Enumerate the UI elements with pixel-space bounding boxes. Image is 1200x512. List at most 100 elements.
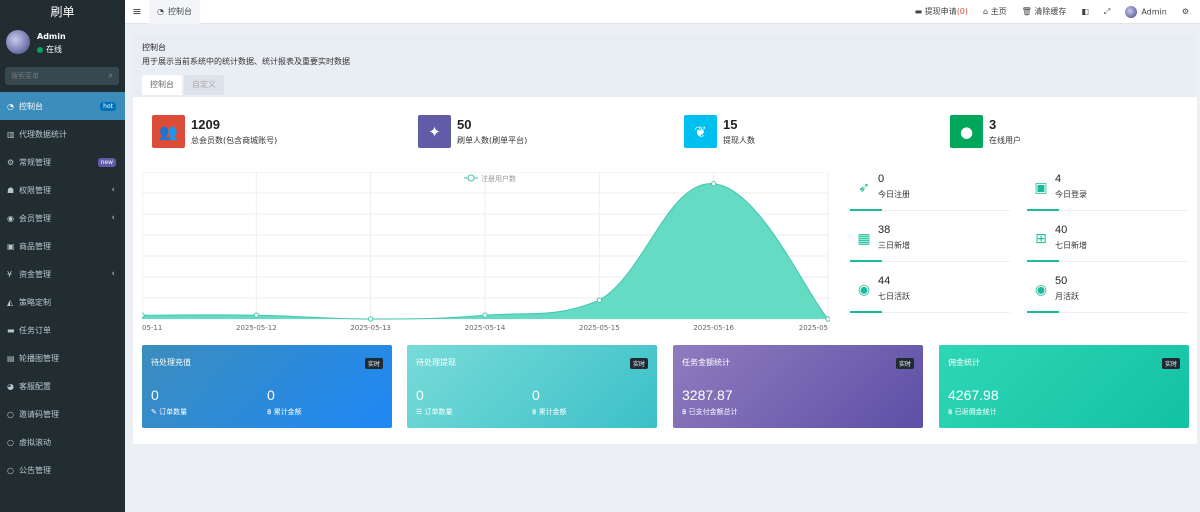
avatar [6,30,30,54]
mini-stat-seven-day: ⊞ 40 七日新增 [1027,224,1187,262]
divider [1027,210,1187,211]
chevron-left-icon: ‹ [111,213,115,223]
withdraw-label: 提现申请 [924,7,957,16]
sidebar-item-tasks[interactable]: ▬ 任务订单 [0,316,125,344]
sidebar: 刷单 Admin 在线 ⌕ ◔ 控制台 hot ▥ 代理数据统计 ⚙ 常规管理 … [0,0,125,512]
data-point [596,297,603,303]
area-chart-icon: ◭ [7,297,14,307]
magic-icon: ✎ [151,408,160,416]
sidebar-item-carousel[interactable]: ▤ 轮播图管理 [0,344,125,372]
mini-stat-today-login: ▣ 4 今日登录 [1027,173,1187,211]
card-sub-label: 累计金额 [273,408,302,416]
tab-custom[interactable]: 自定义 [184,75,224,95]
divider [850,312,1010,313]
sidebar-item-label: 任务订单 [19,325,51,335]
hot-badge: hot [100,101,116,111]
x-tick-label: 2025-05-13 [350,324,391,332]
card-pending-recharge[interactable]: 待处理充值 实时 0 ✎ 订单数量 0 ฿ 累计金额 [142,345,392,428]
avatar [1125,5,1138,18]
legend-marker [467,174,475,182]
tab-dashboard[interactable]: ◔ 控制台 [149,0,200,24]
sidebar-item-label: 权限管理 [19,185,51,195]
divider [850,210,1010,211]
accent-underline [1027,209,1059,211]
admin-name: Admin [1141,7,1167,16]
top-right-menu: ▬ 提现申请(0) ⌂ 主页 🗑 清除缓存 ◧ ⤢ Admin ⚙ [915,5,1200,18]
stat-card-online-users: ● 3 在线用户 [950,115,1021,148]
tab-console[interactable]: 控制台 [142,75,182,95]
user-status-label: 在线 [46,45,62,54]
sidebar-item-label: 邀请码管理 [19,409,59,419]
sidebar-item-products[interactable]: ▣ 商品管理 [0,232,125,260]
chart-svg: 05-11 2025-05-12 2025-05-13 2025-05-14 2025-… [139,171,831,332]
tab-label: 控制台 [167,7,192,16]
list-icon: ☰ [416,408,425,416]
chevron-left-icon: ‹ [111,269,115,279]
home-label: 主页 [990,7,1007,16]
bitcoin-icon: ฿ [682,408,689,416]
admin-menu[interactable]: Admin [1125,5,1167,18]
main-content: 控制台 用于展示当前系统中的统计数据、统计报表及重要实时数据 控制台 自定义 👥… [133,34,1197,444]
stat-card-order-users: ✦ 50 刷单人数(刷单平台) [418,115,527,148]
app-logo[interactable]: 刷单 [0,0,125,24]
sidebar-item-virtual-scroll[interactable]: ○ 虚拟滚动 [0,428,125,456]
sidebar-item-general[interactable]: ⚙ 常规管理 new [0,148,125,176]
circle-icon: ○ [7,437,14,447]
sidebar-item-funds[interactable]: ¥ 资金管理 ‹ [0,260,125,288]
fullscreen-icon[interactable]: ⤢ [1103,6,1111,16]
file-image-icon: ▤ [7,353,15,363]
sidebar-item-invite-codes[interactable]: ○ 邀请码管理 [0,400,125,428]
page-subtitle: 用于展示当前系统中的统计数据、统计报表及重要实时数据 [142,57,350,66]
circle-icon: ○ [7,409,14,419]
sidebar-item-permissions[interactable]: ☗ 权限管理 ‹ [0,176,125,204]
menu-toggle-icon[interactable]: ≡ [132,5,142,18]
settings-icon[interactable]: ⚙ [1181,7,1189,16]
home-link[interactable]: ⌂ 主页 [983,6,1007,17]
sidebar-item-dashboard[interactable]: ◔ 控制台 hot [0,92,125,120]
headset-icon: ◕ [7,381,14,391]
divider [850,261,1010,262]
stat-label: 刷单人数(刷单平台) [457,136,528,145]
card-sub-label: 已返佣金统计 [954,408,997,416]
stat-card-total-members: 👥 1209 总会员数(包含商城账号) [152,115,277,148]
card-title: 任务金额统计 [682,358,730,367]
sidebar-item-agent-stats[interactable]: ▥ 代理数据统计 [0,120,125,148]
accent-underline [850,311,882,313]
x-tick-label: 2025-05-15 [579,324,620,332]
sidebar-item-label: 常规管理 [19,157,51,167]
clear-cache-link[interactable]: 🗑 清除缓存 [1022,6,1067,17]
mini-stat-value: 50 [1055,275,1068,287]
card-title: 佣金统计 [948,358,980,367]
calendar-icon: ▦ [857,231,871,247]
sidebar-item-members[interactable]: ◉ 会员管理 ‹ [0,204,125,232]
sidebar-item-label: 商品管理 [19,241,51,251]
page-header: 控制台 用于展示当前系统中的统计数据、统计报表及重要实时数据 控制台 自定义 [133,34,1197,97]
leaf-icon: ❦ [684,115,717,148]
vcard-icon: ▣ [1034,180,1048,196]
accent-underline [850,260,882,262]
withdraw-request-link[interactable]: ▬ 提现申请(0) [915,6,968,17]
card-sub-label: 订单数量 [424,408,453,416]
card-commission[interactable]: 佣金统计 实时 4267.98 ฿ 已返佣金统计 [939,345,1189,428]
language-icon[interactable]: ◧ [1081,7,1089,16]
realtime-tag: 实时 [895,358,914,369]
card-pending-withdraw[interactable]: 待处理提现 实时 0 ☰ 订单数量 0 ฿ 累计金额 [407,345,657,428]
sidebar-item-label: 会员管理 [19,213,51,223]
sidebar-item-announcements[interactable]: ○ 公告管理 [0,456,125,484]
search-icon[interactable]: ⌕ [108,71,113,80]
mini-stat-seven-day-active: ◉ 44 七日活跃 [850,275,1010,313]
x-tick-label: 2025-05-16 [693,324,734,332]
withdraw-count: (0) [956,7,969,16]
user-status: 在线 [37,44,66,55]
card-sub-label: 订单数量 [159,408,188,416]
card-task-amount[interactable]: 任务金额统计 实时 3287.87 ฿ 已支付金额总计 [673,345,923,428]
mini-stat-today-register: ➶ 0 今日注册 [850,173,1010,211]
page-title: 控制台 [142,43,166,52]
search-input[interactable] [11,72,91,80]
card-title: 待处理充值 [151,358,191,367]
stat-value: 1209 [191,117,220,132]
card-value: 3287.87 [682,387,733,403]
sidebar-item-support[interactable]: ◕ 客服配置 [0,372,125,400]
accent-underline [1027,311,1059,313]
sidebar-item-strategy[interactable]: ◭ 策略定制 [0,288,125,316]
